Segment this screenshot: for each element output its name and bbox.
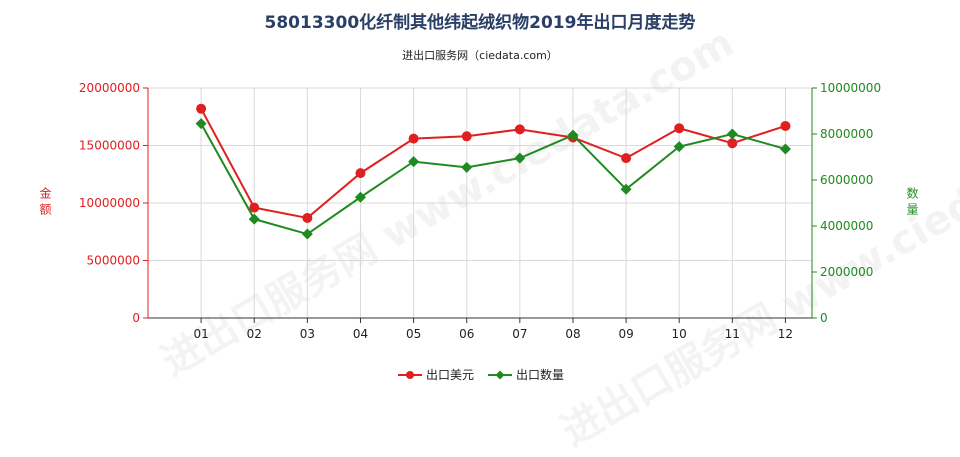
x-tick-label: 12 <box>778 327 793 341</box>
x-tick-label: 05 <box>406 327 421 341</box>
series-1-point <box>196 103 207 114</box>
series-1-point <box>355 168 366 179</box>
left-tick-label: 20000000 <box>79 81 140 95</box>
series-1-point <box>780 120 791 131</box>
left-tick-label: 0 <box>132 311 140 325</box>
series-1-point <box>727 138 738 149</box>
x-tick-label: 08 <box>565 327 580 341</box>
series-1-point <box>621 153 632 164</box>
legend-label-2: 出口数量 <box>516 367 564 382</box>
series-2-point <box>461 161 473 173</box>
x-tick-label: 09 <box>618 327 633 341</box>
x-tick-label: 02 <box>247 327 262 341</box>
right-axis-title: 数量 <box>905 186 919 219</box>
chart-title: 58013300化纤制其他纬起绒织物2019年出口月度走势 <box>264 13 696 33</box>
series-1-point <box>461 131 472 142</box>
left-tick-label: 15000000 <box>79 139 140 153</box>
dual-axis-line-chart: 0 5000000 10000000 15000000 20000000 0 2000000… <box>38 81 919 382</box>
x-tick-label: 10 <box>672 327 687 341</box>
series-2-point <box>514 152 526 164</box>
x-tick-label: 11 <box>725 327 740 341</box>
legend-marker-2 <box>495 370 505 380</box>
x-tick-label: 04 <box>353 327 368 341</box>
x-tick-label: 07 <box>512 327 527 341</box>
series-2-point <box>354 191 366 203</box>
series-2-point <box>567 129 579 141</box>
right-tick-label: 8000000 <box>820 127 873 141</box>
left-axis-title: 金额 <box>38 186 52 219</box>
x-tick-label: 01 <box>193 327 208 341</box>
right-tick-label: 6000000 <box>820 173 873 187</box>
series-1-point <box>302 212 313 223</box>
series-2-point <box>673 141 685 153</box>
series-2-point <box>301 228 313 240</box>
series-1-point <box>674 123 685 134</box>
series-1-point <box>514 124 525 135</box>
right-tick-label: 10000000 <box>820 81 881 95</box>
series-2-point <box>726 128 738 140</box>
series-2-point <box>779 143 791 155</box>
x-tick-label: 06 <box>459 327 474 341</box>
series-1-point <box>408 133 419 144</box>
right-tick-label: 2000000 <box>820 265 873 279</box>
x-tick-label: 03 <box>300 327 315 341</box>
series-line-2 <box>200 123 786 236</box>
series-1-point <box>249 202 260 213</box>
left-tick-label: 5000000 <box>87 254 140 268</box>
right-tick-label: 0 <box>820 311 828 325</box>
series-line-1 <box>200 108 786 220</box>
legend-label-1: 出口美元 <box>426 368 474 382</box>
chart-subtitle: 进出口服务网（ciedata.com） <box>402 49 558 62</box>
series-2-point <box>248 213 260 225</box>
right-tick-label: 4000000 <box>820 219 873 233</box>
left-tick-label: 10000000 <box>79 196 140 210</box>
series-2-point <box>195 118 207 130</box>
legend-marker-1 <box>406 371 414 379</box>
series-2-point <box>408 156 420 168</box>
series-2-point <box>620 183 632 195</box>
